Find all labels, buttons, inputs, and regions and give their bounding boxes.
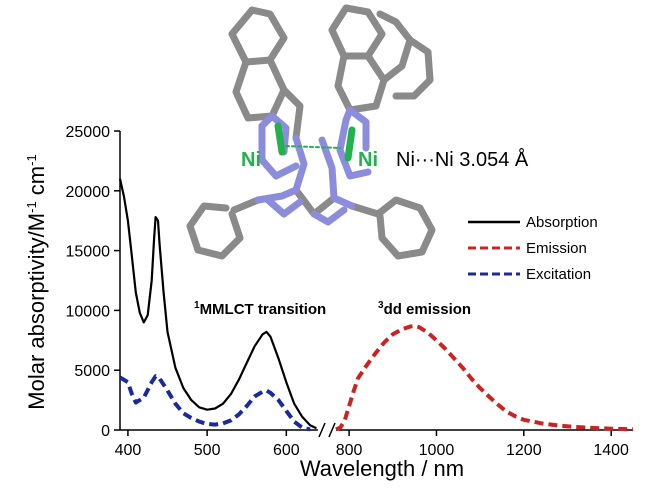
x-tick-label: 1200: [506, 442, 542, 459]
y-tick-label: 15000: [66, 244, 111, 261]
dd-emission-annotation: 3dd emission: [378, 300, 471, 318]
legend-label-excitation: Excitation: [526, 266, 591, 283]
y-tick-label: 20000: [66, 184, 111, 201]
x-tick-label: 500: [194, 442, 221, 459]
y-tick-label: 25000: [66, 124, 111, 141]
y-tick-label: 5000: [74, 363, 110, 380]
ni-right-label: Ni: [358, 149, 378, 171]
axis-break-mark: [318, 422, 336, 438]
x-axis-label: Wavelength / nm: [300, 456, 464, 481]
legend: Absorption Emission Excitation: [468, 214, 598, 283]
molecule-structure-image: [186, 4, 436, 260]
x-tick-label: 1000: [419, 442, 455, 459]
x-tick-label: 400: [115, 442, 142, 459]
legend-label-absorption: Absorption: [526, 214, 598, 231]
ni-distance-label: Ni···Ni 3.054 Å: [396, 148, 529, 171]
y-tick-label: 0: [101, 423, 110, 440]
y-axis-label: Molar absorptivity/M-1 cm-1: [24, 154, 49, 409]
series-line-excitation: [118, 374, 311, 432]
legend-label-emission: Emission: [526, 240, 587, 257]
series-line-emission: [335, 323, 634, 432]
mmlct-annotation: 1MMLCT transition: [194, 300, 326, 318]
x-tick-label: 800: [336, 442, 363, 459]
ni-left-label: Ni: [241, 149, 261, 171]
series-line-absorption: [118, 178, 317, 430]
x-tick-label: 600: [273, 442, 300, 459]
x-tick-label: 1400: [593, 442, 629, 459]
y-tick-label: 10000: [66, 303, 111, 320]
